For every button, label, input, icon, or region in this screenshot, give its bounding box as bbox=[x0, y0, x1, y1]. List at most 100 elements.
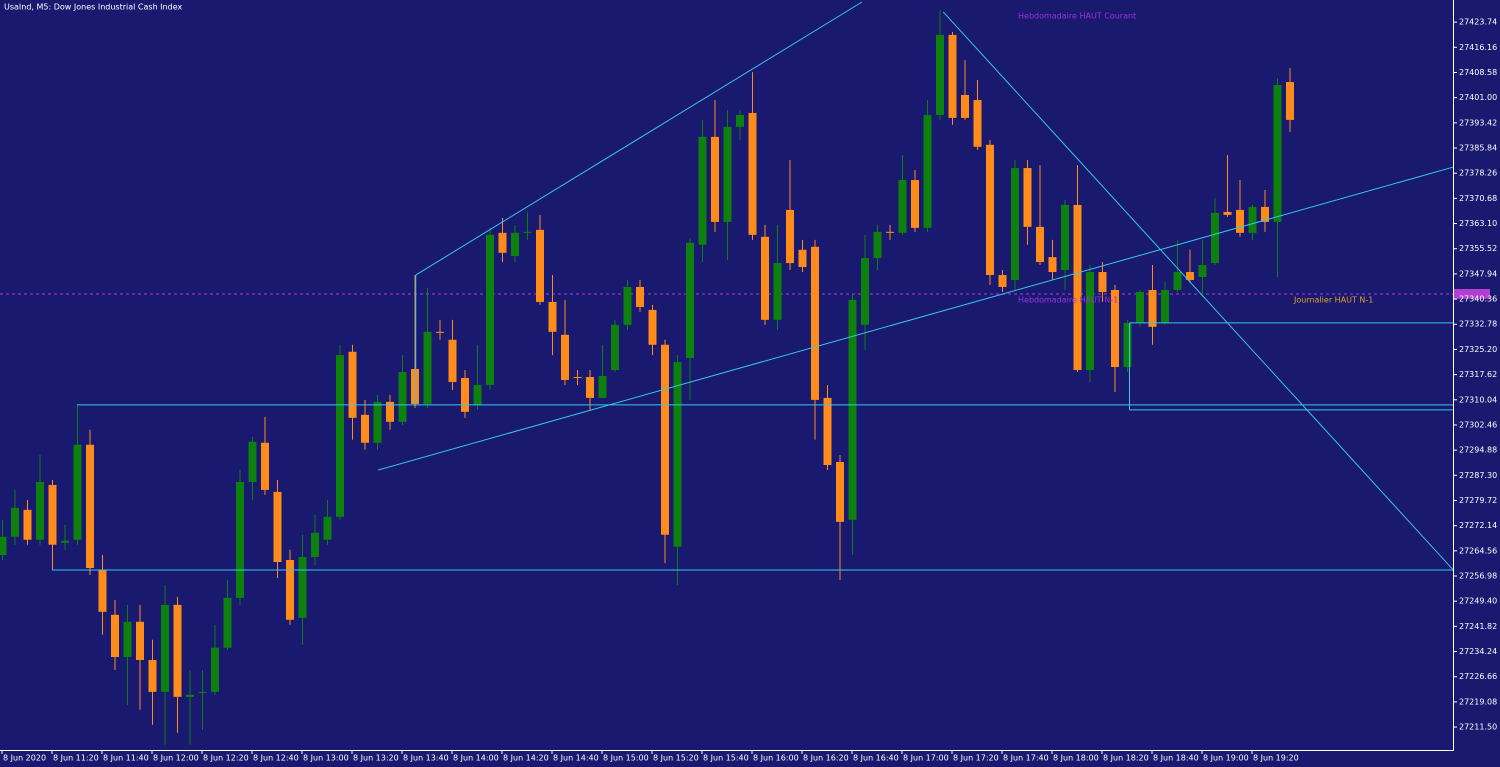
candle-body bbox=[1011, 168, 1019, 281]
y-tick-label: 27272.14 bbox=[1459, 521, 1497, 530]
candle-body bbox=[98, 569, 107, 612]
y-tick-label: 27423.74 bbox=[1459, 18, 1497, 27]
plot-area bbox=[0, 1, 1490, 745]
candle-body bbox=[1198, 265, 1207, 278]
candle-body bbox=[1248, 206, 1257, 233]
x-tick-label: 8 Jun 16:20 bbox=[803, 754, 849, 763]
candle-body bbox=[1161, 289, 1169, 323]
candle-body bbox=[998, 275, 1007, 287]
candle-body bbox=[1211, 212, 1219, 264]
y-tick-label: 27234.24 bbox=[1459, 647, 1497, 656]
candle-body bbox=[661, 344, 669, 535]
candle-body bbox=[736, 114, 744, 127]
candle-body bbox=[1223, 211, 1232, 215]
candle-body bbox=[1136, 291, 1144, 323]
candle-body bbox=[211, 647, 219, 692]
candle-body bbox=[73, 444, 82, 540]
y-tick-label: 27355.52 bbox=[1459, 244, 1497, 253]
x-tick-label: 8 Jun 18:20 bbox=[1103, 754, 1149, 763]
annotation: Journalier HAUT N-1 bbox=[1293, 296, 1373, 305]
candle-body bbox=[911, 180, 919, 228]
y-tick-label: 27363.10 bbox=[1459, 219, 1497, 228]
y-tick-label: 27347.94 bbox=[1459, 269, 1497, 278]
y-tick-label: 27279.72 bbox=[1459, 496, 1497, 505]
y-tick-label: 27378.26 bbox=[1459, 169, 1497, 178]
trend-line bbox=[942, 11, 1454, 571]
candle-body bbox=[461, 377, 469, 412]
y-tick-label: 27401.00 bbox=[1459, 93, 1497, 102]
candle-body bbox=[598, 375, 607, 398]
x-tick-label: 8 Jun 12:20 bbox=[203, 754, 249, 763]
candle-body bbox=[761, 236, 769, 320]
y-tick-label: 27264.56 bbox=[1459, 546, 1497, 555]
candle-body bbox=[498, 232, 507, 253]
candle-body bbox=[798, 249, 807, 268]
candle-body bbox=[623, 286, 632, 325]
x-tick-label: 8 Jun 12:00 bbox=[153, 754, 199, 763]
candle-body bbox=[836, 462, 844, 522]
candle-body bbox=[636, 286, 644, 307]
candle-body bbox=[1023, 168, 1032, 227]
x-tick-label: 8 Jun 17:40 bbox=[1003, 754, 1049, 763]
candle-body bbox=[1273, 85, 1282, 222]
candle-body bbox=[1073, 204, 1082, 371]
y-tick-label: 27287.30 bbox=[1459, 471, 1497, 480]
candle-body bbox=[1061, 204, 1069, 271]
candle-body bbox=[511, 232, 519, 257]
y-tick-label: 27249.40 bbox=[1459, 597, 1497, 606]
y-tick-label: 27226.66 bbox=[1459, 672, 1497, 681]
candle-body bbox=[311, 532, 319, 558]
candle-body bbox=[436, 331, 444, 333]
bid-marker bbox=[1454, 288, 1490, 299]
candle-body bbox=[873, 231, 882, 259]
candle-body bbox=[773, 263, 782, 320]
y-tick-label: 27393.42 bbox=[1459, 118, 1497, 127]
candle-body bbox=[698, 136, 707, 245]
annotation: Hebdomadaire HAUT Courant bbox=[1018, 12, 1136, 21]
candle-body bbox=[348, 351, 357, 418]
x-tick-label: 8 Jun 14:00 bbox=[453, 754, 499, 763]
trend-line bbox=[415, 1, 863, 276]
candle-body bbox=[1098, 272, 1107, 292]
y-tick-label: 27340.36 bbox=[1459, 295, 1497, 304]
candle-body bbox=[486, 234, 494, 385]
y-tick-label: 27408.58 bbox=[1459, 68, 1497, 77]
candle-body bbox=[923, 114, 932, 228]
x-tick-label: 8 Jun 13:00 bbox=[303, 754, 349, 763]
x-tick-label: 8 Jun 15:40 bbox=[703, 754, 749, 763]
candle-body bbox=[1036, 226, 1044, 263]
candle-body bbox=[123, 621, 132, 657]
candle-body bbox=[386, 401, 394, 422]
candle-body bbox=[973, 99, 982, 147]
candle-body bbox=[748, 112, 757, 235]
x-tick-label: 8 Jun 15:20 bbox=[653, 754, 699, 763]
y-tick-label: 27241.82 bbox=[1459, 622, 1497, 631]
candle-body bbox=[898, 180, 907, 233]
candle-body bbox=[111, 614, 119, 657]
candle-body bbox=[1173, 272, 1182, 290]
annotation: Hebdomadaire HAUT N-1 bbox=[1018, 296, 1118, 305]
candle-body bbox=[398, 372, 407, 422]
candle-body bbox=[811, 246, 819, 400]
y-tick-label: 27317.62 bbox=[1459, 370, 1497, 379]
candle-body bbox=[186, 694, 194, 697]
candle-body bbox=[11, 507, 19, 537]
candle-body bbox=[1236, 209, 1244, 233]
x-tick-label: 8 Jun 19:00 bbox=[1203, 754, 1249, 763]
candle-body bbox=[411, 369, 419, 404]
candle-body bbox=[61, 540, 69, 543]
candle-body bbox=[23, 509, 32, 540]
candle-body bbox=[236, 481, 244, 598]
y-tick-label: 27256.98 bbox=[1459, 572, 1497, 581]
candle-body bbox=[1186, 272, 1194, 281]
candle-body bbox=[936, 34, 944, 115]
candle-body bbox=[573, 376, 582, 378]
x-tick-label: 8 Jun 14:40 bbox=[553, 754, 599, 763]
x-tick-label: 8 Jun 13:40 bbox=[403, 754, 449, 763]
x-tick-label: 8 Jun 11:20 bbox=[53, 754, 99, 763]
candle-body bbox=[286, 560, 294, 620]
candle-body bbox=[536, 229, 544, 302]
x-tick-label: 8 Jun 12:40 bbox=[253, 754, 299, 763]
candle-body bbox=[986, 144, 994, 276]
